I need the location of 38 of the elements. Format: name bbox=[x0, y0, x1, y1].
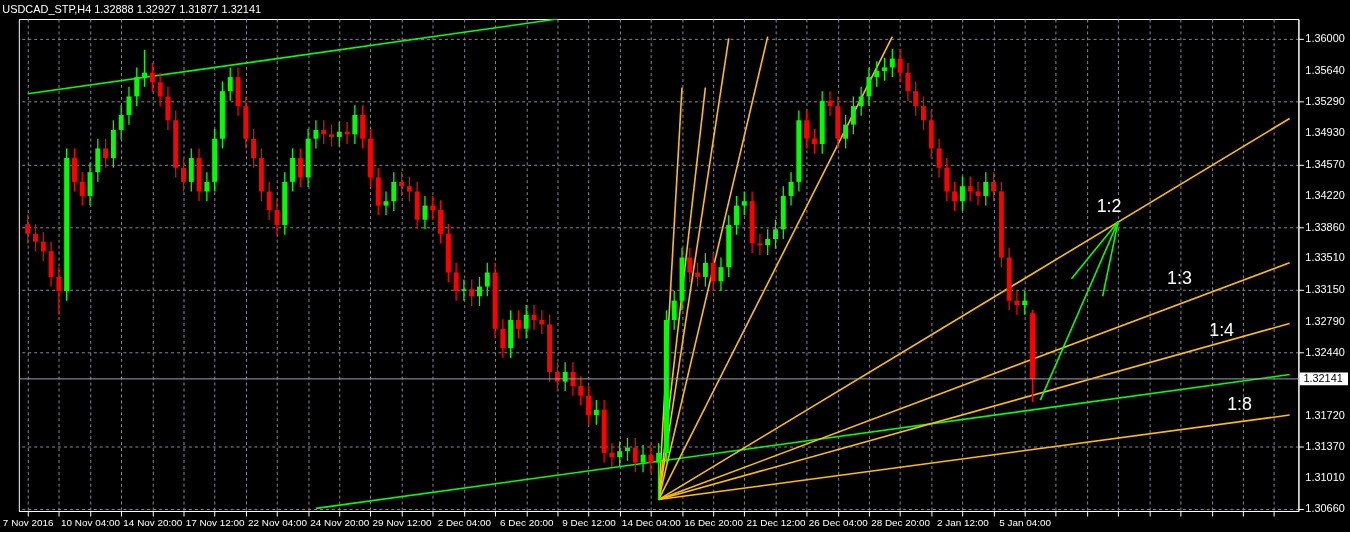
x-tick-label: 2 Jan 12:00 bbox=[937, 517, 990, 529]
y-tick-label: 1.31370 bbox=[1305, 439, 1345, 452]
annotation: 1:8 bbox=[1227, 394, 1253, 415]
x-tick-label: 5 Jan 04:00 bbox=[999, 517, 1052, 529]
ref-line-label: 1.32141 bbox=[1303, 371, 1343, 384]
x-tick-label: 14 Dec 04:00 bbox=[621, 517, 682, 529]
annotation: 1:3 bbox=[1167, 267, 1192, 288]
y-tick-label: 1.34570 bbox=[1305, 158, 1345, 171]
x-tick-label: 6 Dec 20:00 bbox=[500, 517, 554, 529]
x-tick-label: 16 Dec 20:00 bbox=[684, 517, 744, 529]
x-tick-label: 14 Nov 20:00 bbox=[123, 517, 183, 529]
x-tick-label: 24 Nov 20:00 bbox=[310, 517, 370, 529]
x-tick-label: 28 Dec 20:00 bbox=[871, 517, 931, 529]
x-tick-label: 10 Nov 04:00 bbox=[61, 517, 121, 529]
annotation: 1:2 bbox=[1096, 196, 1122, 217]
y-tick-label: 1.36000 bbox=[1305, 32, 1345, 45]
x-tick-label: 26 Dec 04:00 bbox=[808, 517, 869, 529]
y-tick-label: 1.35640 bbox=[1305, 63, 1345, 76]
x-tick-label: 9 Dec 12:00 bbox=[562, 517, 617, 529]
annotation: 1:4 bbox=[1209, 319, 1235, 340]
chart-title: USDCAD_STP,H4 1.32888 1.32927 1.31877 1.32141 bbox=[2, 3, 262, 16]
y-tick-label: 1.30660 bbox=[1305, 502, 1345, 515]
y-tick-label: 1.35290 bbox=[1305, 94, 1345, 107]
x-tick-label: 22 Nov 04:00 bbox=[247, 517, 308, 529]
y-tick-label: 1.33510 bbox=[1305, 251, 1345, 264]
x-tick-label: 21 Dec 12:00 bbox=[746, 517, 806, 529]
y-tick-label: 1.34220 bbox=[1305, 188, 1345, 201]
x-tick-label: 2 Dec 04:00 bbox=[437, 517, 492, 529]
y-tick-label: 1.34930 bbox=[1305, 126, 1345, 139]
y-tick-label: 1.31720 bbox=[1305, 408, 1345, 421]
x-tick-label: 17 Nov 12:00 bbox=[185, 517, 246, 529]
x-tick-label: 7 Nov 2016 bbox=[2, 517, 55, 529]
y-tick-label: 1.32440 bbox=[1305, 345, 1345, 358]
y-tick-label: 1.33150 bbox=[1305, 283, 1345, 296]
y-tick-label: 1.32790 bbox=[1305, 314, 1345, 327]
x-tick-label: 29 Nov 12:00 bbox=[372, 517, 433, 529]
y-tick-label: 1.31010 bbox=[1305, 471, 1345, 484]
y-tick-label: 1.33860 bbox=[1305, 220, 1345, 233]
